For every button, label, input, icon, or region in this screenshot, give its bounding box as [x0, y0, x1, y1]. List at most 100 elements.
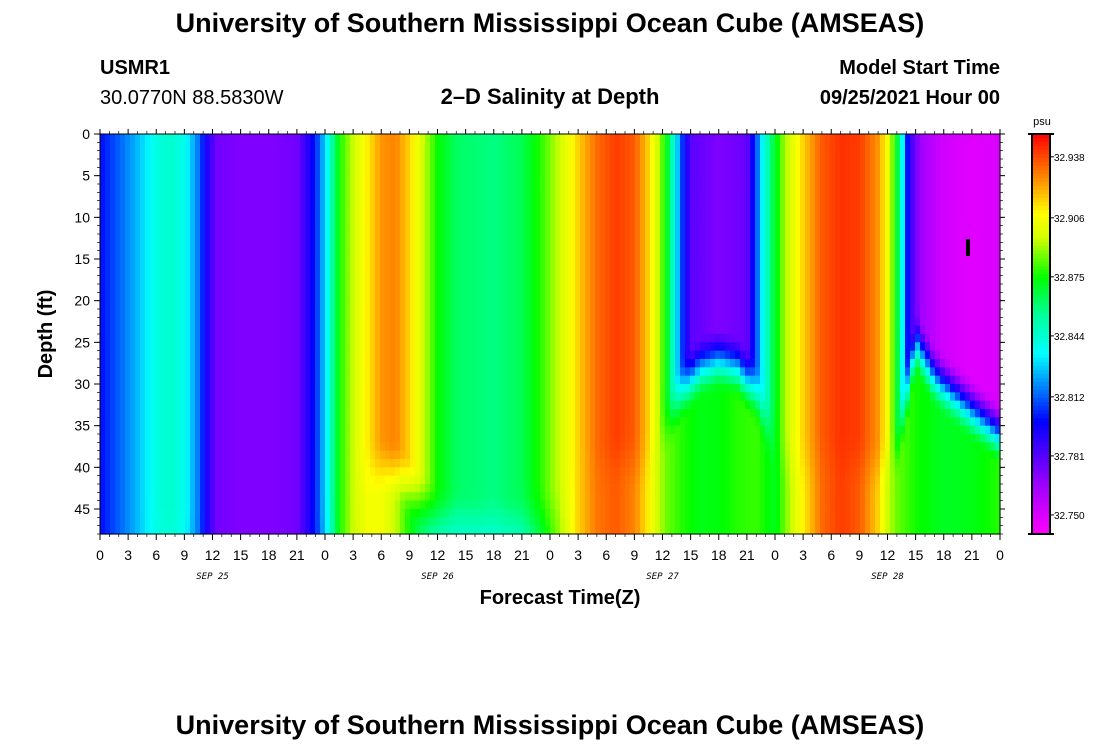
heatmap-cell [290, 425, 296, 435]
heatmap-cell [355, 334, 361, 343]
heatmap-cell [110, 367, 116, 377]
heatmap-cell [255, 392, 261, 402]
heatmap-cell [255, 217, 261, 227]
heatmap-cell [210, 500, 216, 510]
heatmap-cell [360, 442, 366, 452]
heatmap-cell [330, 300, 336, 310]
heatmap-cell [350, 334, 356, 343]
heatmap-cell [290, 334, 296, 343]
heatmap-cell [445, 409, 451, 418]
heatmap-cell [280, 342, 286, 352]
heatmap-cell [355, 300, 361, 310]
heatmap-cell [615, 442, 621, 452]
heatmap-cell [120, 342, 126, 352]
heatmap-cell [140, 325, 146, 335]
heatmap-cell [395, 467, 401, 477]
heatmap-cell [505, 509, 511, 518]
heatmap-cell [335, 517, 341, 527]
heatmap-cell [455, 325, 461, 335]
heatmap-cell [530, 275, 536, 285]
heatmap-cell [305, 500, 311, 510]
heatmap-cell [390, 459, 396, 468]
heatmap-cell [380, 167, 386, 177]
heatmap-cell [110, 192, 116, 202]
heatmap-cell [615, 300, 621, 310]
heatmap-cell [395, 184, 401, 193]
heatmap-cell [165, 425, 171, 435]
heatmap-cell [490, 392, 496, 402]
heatmap-cell [295, 300, 301, 310]
heatmap-cell [215, 375, 221, 385]
heatmap-cell [410, 242, 416, 252]
heatmap-cell [325, 392, 331, 402]
heatmap-cell [240, 409, 246, 418]
heatmap-cell [150, 400, 156, 410]
heatmap-cell [200, 450, 206, 460]
heatmap-cell [450, 325, 456, 335]
heatmap-cell [605, 134, 611, 143]
heatmap-cell [215, 184, 221, 193]
heatmap-cell [430, 475, 436, 485]
heatmap-cell [175, 367, 181, 377]
heatmap-cell [310, 442, 316, 452]
heatmap-cell [175, 200, 181, 210]
heatmap-cell [300, 292, 306, 302]
heatmap-cell [365, 192, 371, 202]
heatmap-cell [295, 200, 301, 210]
heatmap-cell [500, 142, 506, 152]
heatmap-cell [575, 467, 581, 477]
heatmap-cell [265, 242, 271, 252]
heatmap-cell [410, 400, 416, 410]
heatmap-cell [260, 167, 266, 177]
heatmap-cell [205, 325, 211, 335]
heatmap-cell [170, 384, 176, 393]
heatmap-cell [505, 492, 511, 502]
heatmap-cell [445, 517, 451, 527]
heatmap-cell [380, 392, 386, 402]
heatmap-cell [590, 267, 596, 277]
heatmap-cell [295, 442, 301, 452]
heatmap-cell [245, 225, 251, 235]
heatmap-cell [525, 250, 531, 260]
heatmap-cell [470, 475, 476, 485]
heatmap-cell [500, 159, 506, 168]
heatmap-cell [495, 150, 501, 160]
heatmap-cell [220, 184, 226, 193]
heatmap-cell [525, 184, 531, 193]
heatmap-cell [525, 334, 531, 343]
heatmap-cell [360, 275, 366, 285]
heatmap-cell [505, 400, 511, 410]
heatmap-cell [585, 267, 591, 277]
heatmap-cell [240, 450, 246, 460]
heatmap-cell [535, 509, 541, 518]
heatmap-cell [505, 467, 511, 477]
heatmap-cell [610, 234, 616, 243]
heatmap-cell [435, 509, 441, 518]
heatmap-cell [415, 292, 421, 302]
heatmap-cell [345, 467, 351, 477]
heatmap-cell [250, 267, 256, 277]
heatmap-cell [130, 475, 136, 485]
heatmap-cell [245, 259, 251, 268]
heatmap-cell [125, 500, 131, 510]
heatmap-cell [375, 375, 381, 385]
heatmap-cell [320, 142, 326, 152]
heatmap-cell [580, 250, 586, 260]
heatmap-cell [580, 142, 586, 152]
heatmap-cell [375, 234, 381, 243]
heatmap-cell [560, 525, 566, 535]
heatmap-cell [345, 184, 351, 193]
heatmap-cell [210, 509, 216, 518]
heatmap-cell [430, 175, 436, 185]
heatmap-cell [370, 250, 376, 260]
heatmap-cell [440, 209, 446, 218]
heatmap-cell [185, 384, 191, 393]
heatmap-cell [550, 459, 556, 468]
heatmap-cell [240, 309, 246, 318]
heatmap-cell [400, 525, 406, 535]
heatmap-cell [255, 159, 261, 168]
heatmap-cell [125, 417, 131, 427]
heatmap-cell [260, 525, 266, 535]
heatmap-cell [210, 342, 216, 352]
heatmap-cell [520, 309, 526, 318]
